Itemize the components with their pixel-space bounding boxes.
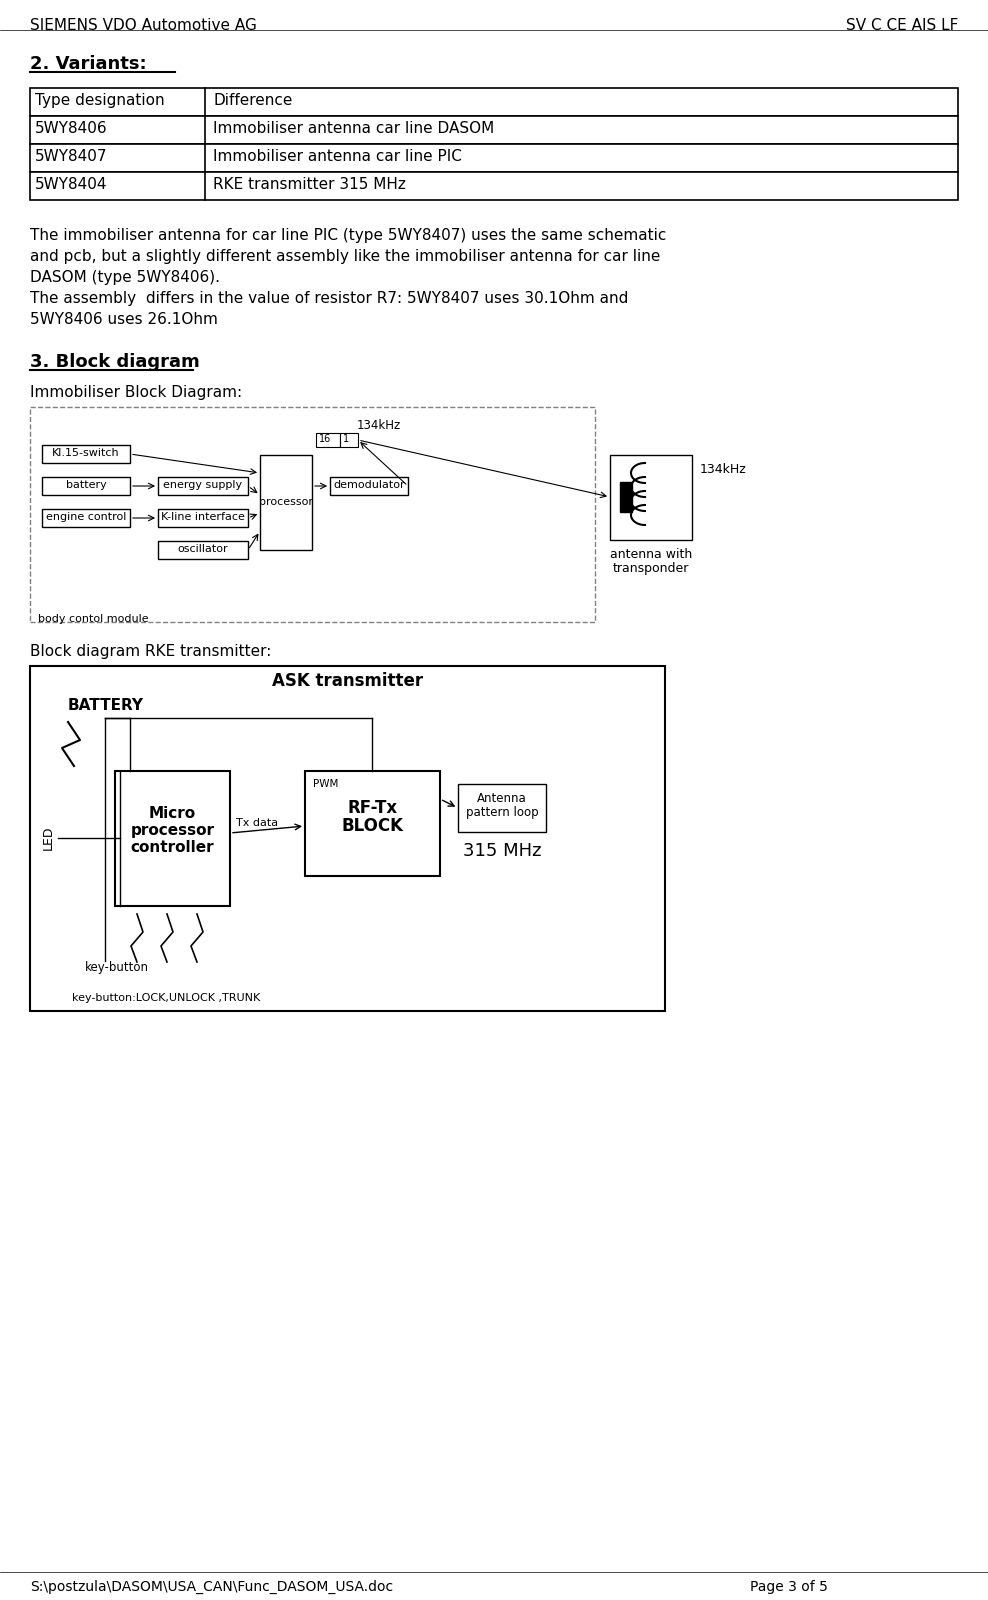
Bar (458, 784, 546, 832)
Text: 2. Variants:: 2. Variants: (30, 54, 146, 74)
Text: energy supply: energy supply (163, 480, 243, 490)
Text: 5WY8406: 5WY8406 (35, 122, 108, 136)
Bar (30, 144, 958, 171)
Bar (305, 771, 440, 877)
Bar (42, 445, 130, 462)
Text: transponder: transponder (613, 562, 690, 574)
Text: oscillator: oscillator (178, 544, 228, 554)
Text: 5WY8404: 5WY8404 (35, 178, 108, 192)
Text: 16: 16 (319, 434, 331, 443)
Text: body contol module: body contol module (38, 614, 148, 624)
Text: Tx data: Tx data (236, 818, 279, 829)
Text: Immobiliser antenna car line PIC: Immobiliser antenna car line PIC (213, 149, 461, 165)
Bar (316, 434, 340, 446)
Text: SIEMENS VDO Automotive AG: SIEMENS VDO Automotive AG (30, 18, 257, 34)
Text: SV C CE AIS LF: SV C CE AIS LF (846, 18, 958, 34)
Bar (42, 509, 130, 526)
Bar (330, 477, 408, 494)
Text: battery: battery (65, 480, 107, 490)
Text: key-button:LOCK,UNLOCK ,TRUNK: key-button:LOCK,UNLOCK ,TRUNK (72, 994, 260, 1003)
Bar (30, 171, 958, 200)
Text: Immobiliser Block Diagram:: Immobiliser Block Diagram: (30, 386, 242, 400)
Text: 134kHz: 134kHz (357, 419, 401, 432)
Bar (340, 434, 358, 446)
Text: and pcb, but a slightly different assembly like the immobiliser antenna for car : and pcb, but a slightly different assemb… (30, 250, 660, 264)
Text: 315 MHz: 315 MHz (462, 842, 541, 861)
Text: LED: LED (41, 826, 54, 850)
Bar (158, 541, 248, 558)
Bar (158, 509, 248, 526)
Bar (260, 454, 312, 550)
Bar (115, 771, 230, 906)
Text: controller: controller (130, 840, 214, 854)
Text: processor: processor (130, 822, 214, 838)
Text: BLOCK: BLOCK (342, 818, 403, 835)
Text: Difference: Difference (213, 93, 292, 109)
Text: antenna with: antenna with (610, 547, 693, 562)
Text: key-button: key-button (85, 962, 149, 974)
Text: processor: processor (259, 498, 313, 507)
Bar (30, 406, 595, 622)
Text: 1: 1 (343, 434, 349, 443)
Text: PWM: PWM (313, 779, 338, 789)
Text: RKE transmitter 315 MHz: RKE transmitter 315 MHz (213, 178, 406, 192)
Text: DASOM (type 5WY8406).: DASOM (type 5WY8406). (30, 270, 220, 285)
Text: Block diagram RKE transmitter:: Block diagram RKE transmitter: (30, 643, 272, 659)
Bar (30, 117, 958, 144)
Text: 5WY8407: 5WY8407 (35, 149, 108, 165)
Bar (158, 477, 248, 494)
Bar (610, 454, 692, 541)
Text: 134kHz: 134kHz (700, 462, 747, 477)
Text: engine control: engine control (45, 512, 126, 522)
Bar (30, 666, 665, 1011)
Text: demodulator: demodulator (333, 480, 405, 490)
Text: Immobiliser antenna car line DASOM: Immobiliser antenna car line DASOM (213, 122, 494, 136)
Text: ASK transmitter: ASK transmitter (272, 672, 423, 690)
Text: Kl.15-switch: Kl.15-switch (52, 448, 120, 458)
Text: K-line interface: K-line interface (161, 512, 245, 522)
Bar (42, 477, 130, 494)
Bar (620, 482, 632, 512)
Text: 3. Block diagram: 3. Block diagram (30, 354, 200, 371)
Text: S:\postzula\DASOM\USA_CAN\Func_DASOM_USA.doc: S:\postzula\DASOM\USA_CAN\Func_DASOM_USA… (30, 1581, 393, 1594)
Text: Type designation: Type designation (35, 93, 165, 109)
Text: 5WY8406 uses 26.1Ohm: 5WY8406 uses 26.1Ohm (30, 312, 218, 326)
Text: RF-Tx: RF-Tx (348, 798, 397, 818)
Text: Micro: Micro (149, 806, 196, 821)
Text: BATTERY: BATTERY (68, 698, 144, 714)
Text: Page 3 of 5: Page 3 of 5 (750, 1581, 828, 1594)
Text: The assembly  differs in the value of resistor R7: 5WY8407 uses 30.1Ohm and: The assembly differs in the value of res… (30, 291, 628, 306)
Text: Antenna: Antenna (477, 792, 527, 805)
Bar (30, 88, 958, 117)
Text: The immobiliser antenna for car line PIC (type 5WY8407) uses the same schematic: The immobiliser antenna for car line PIC… (30, 227, 666, 243)
Text: pattern loop: pattern loop (465, 806, 538, 819)
